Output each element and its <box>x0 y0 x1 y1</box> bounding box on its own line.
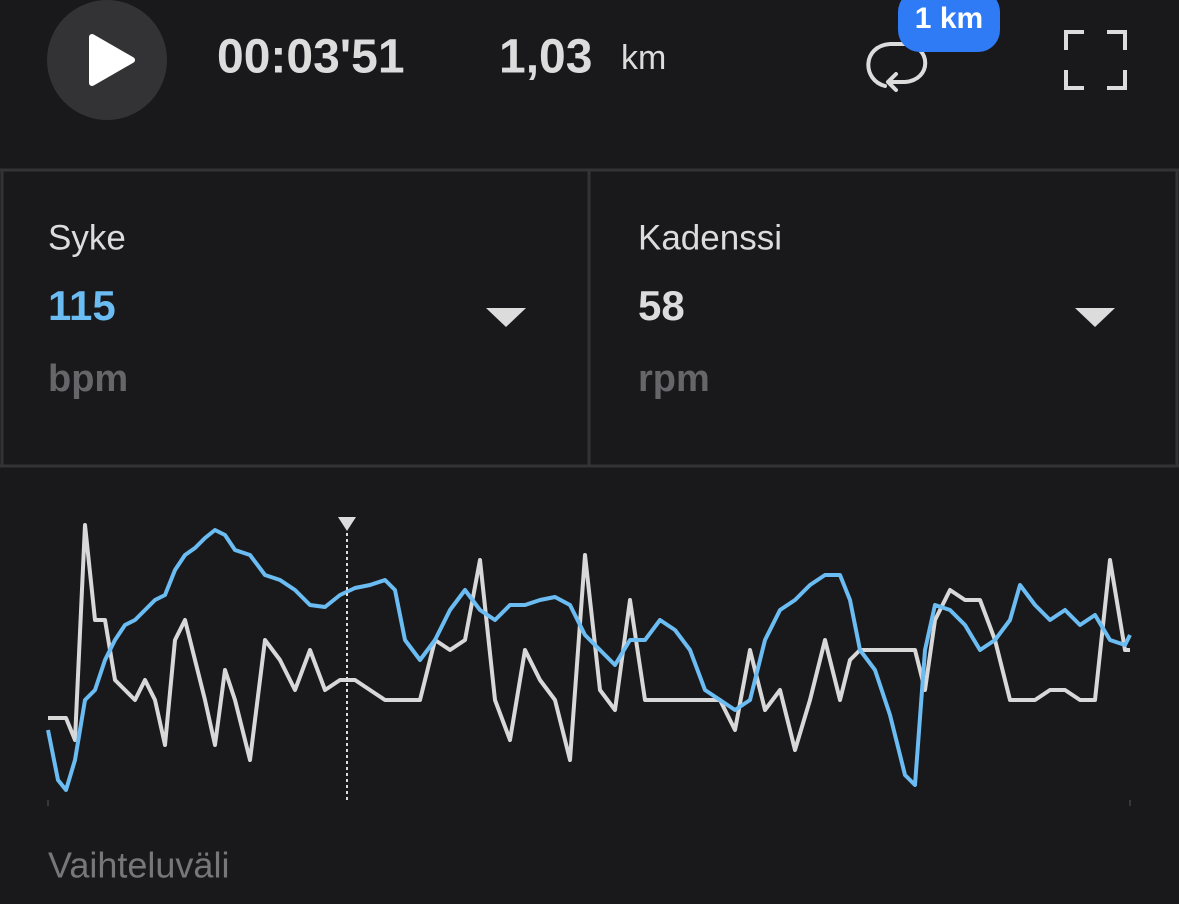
metric-unit: bpm <box>48 358 128 400</box>
footer-label: Vaihteluväli <box>48 845 229 886</box>
metric-label: Kadenssi <box>638 218 782 257</box>
chart <box>46 517 1132 806</box>
metric-value: 58 <box>638 282 685 329</box>
play-button[interactable] <box>47 0 167 120</box>
elapsed-time: 00:03'51 <box>217 31 405 84</box>
playback-cursor-handle <box>338 517 356 531</box>
lap-button[interactable]: 1 km <box>866 0 1000 92</box>
distance-unit: km <box>621 39 666 77</box>
lap-badge[interactable] <box>898 0 1000 52</box>
metric-label: Syke <box>48 218 126 257</box>
play-icon[interactable] <box>89 34 135 86</box>
lap-badge-label[interactable]: 1 km <box>915 2 983 35</box>
series-line <box>48 523 1130 762</box>
panel-borders <box>0 168 1179 468</box>
fullscreen-button[interactable] <box>1064 30 1127 90</box>
metric-unit: rpm <box>638 358 710 400</box>
series-line <box>46 528 1132 792</box>
dropdown-arrow[interactable] <box>1075 308 1115 327</box>
distance: 1,03 <box>499 31 592 84</box>
metric-value: 115 <box>48 282 116 329</box>
metric-panel[interactable]: Syke 115 bpm <box>48 218 526 400</box>
dropdown-arrow[interactable] <box>486 308 526 327</box>
metric-panel[interactable]: Kadenssi 58 rpm <box>638 218 1115 400</box>
